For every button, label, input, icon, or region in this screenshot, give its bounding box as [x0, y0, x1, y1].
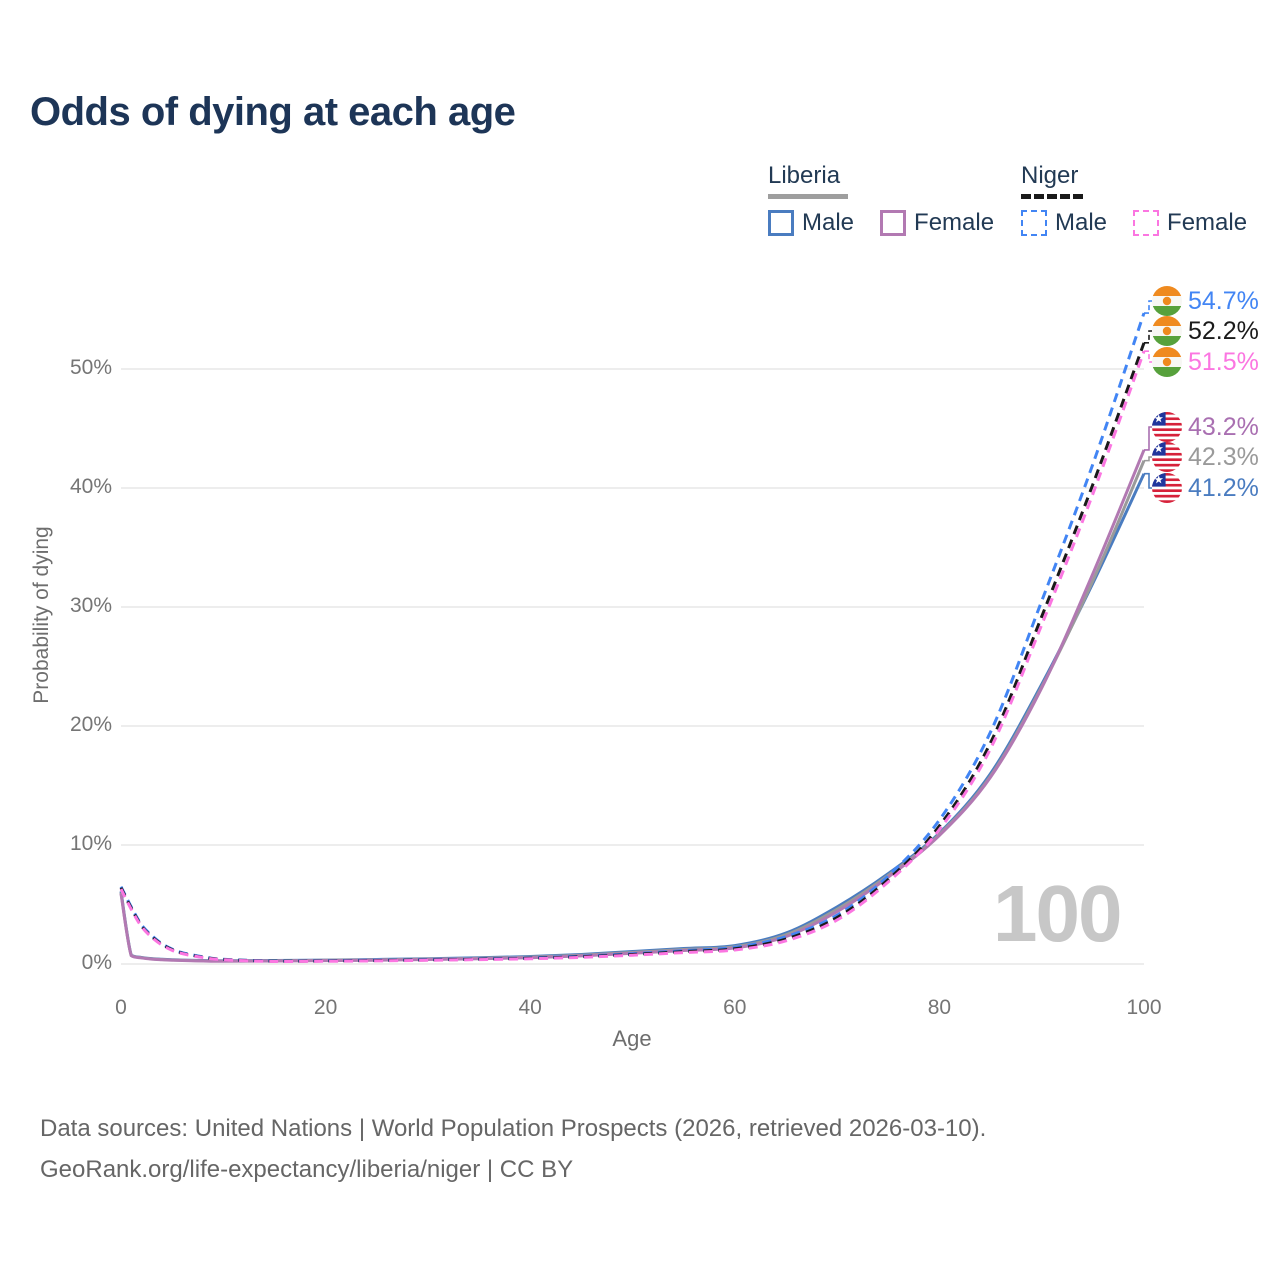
- end-value-label: 51.5%: [1188, 348, 1259, 376]
- y-tick-label: 40%: [69, 475, 112, 498]
- end-value-label: 52.2%: [1188, 317, 1259, 345]
- y-tick-label: 0%: [81, 951, 112, 974]
- age-watermark: 100: [993, 869, 1122, 958]
- end-value-label: 41.2%: [1188, 474, 1259, 502]
- y-tick-label: 20%: [69, 713, 112, 736]
- series-line-liberia-both-sexes[interactable]: [119, 460, 1146, 963]
- legend-item-liberia-female[interactable]: Female: [880, 209, 994, 237]
- liberia-female-swatch-icon: [880, 210, 907, 236]
- label-connector: [1144, 426, 1152, 451]
- end-value-label: 54.7%: [1188, 287, 1259, 315]
- niger-flag-icon: [1152, 286, 1182, 316]
- niger-male-swatch-icon: [1021, 210, 1047, 236]
- x-tick-label: 0: [115, 996, 127, 1019]
- series-line-niger-both-sexes[interactable]: [119, 342, 1146, 963]
- label-connector: [1144, 300, 1152, 314]
- y-tick-label: 50%: [69, 356, 112, 379]
- niger-dashed-line-sample: [1021, 194, 1083, 199]
- liberia-flag-icon: [1152, 442, 1182, 472]
- legend-group-niger: Niger Male Female: [1021, 162, 1247, 237]
- end-value-label: 43.2%: [1188, 413, 1259, 441]
- niger-flag-icon: [1152, 347, 1182, 377]
- y-tick-label: 30%: [69, 594, 112, 617]
- niger-flag-icon: [1152, 316, 1182, 346]
- x-tick-label: 40: [518, 996, 542, 1019]
- legend-item-label: Female: [1167, 209, 1248, 236]
- liberia-male-swatch-icon: [768, 210, 794, 236]
- label-connector: [1144, 350, 1152, 363]
- label-connector: [1144, 472, 1152, 489]
- legend-item-liberia-male[interactable]: Male: [768, 209, 854, 237]
- legend-item-niger-female[interactable]: Female: [1133, 209, 1247, 237]
- x-tick-label: 20: [313, 996, 338, 1019]
- niger-female-swatch-icon: [1133, 210, 1160, 236]
- x-tick-label: 60: [723, 996, 747, 1019]
- legend-group-title: Niger: [1021, 162, 1079, 189]
- data-sources-line: Data sources: United Nations | World Pop…: [40, 1115, 987, 1142]
- legend-group-liberia: Liberia Male Female: [768, 162, 994, 237]
- liberia-solid-line-sample: [768, 194, 848, 199]
- label-connector: [1144, 330, 1152, 344]
- x-tick-label: 100: [1126, 996, 1162, 1019]
- legend-item-niger-male[interactable]: Male: [1021, 209, 1107, 237]
- license-line: GeoRank.org/life-expectancy/liberia/nige…: [40, 1156, 574, 1183]
- liberia-flag-icon: [1152, 412, 1182, 442]
- legend-group-title: Liberia: [768, 162, 841, 189]
- label-connector: [1144, 456, 1152, 462]
- legend-item-label: Female: [914, 209, 995, 236]
- end-value-label: 42.3%: [1188, 443, 1259, 471]
- footer-attribution: Data sources: United Nations | World Pop…: [40, 1108, 986, 1190]
- legend-item-label: Male: [802, 209, 855, 236]
- legend-item-label: Male: [1055, 209, 1108, 236]
- series-line-liberia-female[interactable]: [119, 449, 1146, 963]
- series-line-niger-male[interactable]: [119, 312, 1146, 963]
- series-line-niger-female[interactable]: [119, 350, 1146, 964]
- liberia-flag-icon: [1152, 473, 1182, 503]
- page-title: Odds of dying at each age: [30, 90, 516, 134]
- y-tick-label: 10%: [69, 832, 112, 855]
- x-axis-title: Age: [612, 1026, 652, 1051]
- x-tick-label: 80: [927, 996, 952, 1019]
- series-line-liberia-male[interactable]: [119, 473, 1146, 963]
